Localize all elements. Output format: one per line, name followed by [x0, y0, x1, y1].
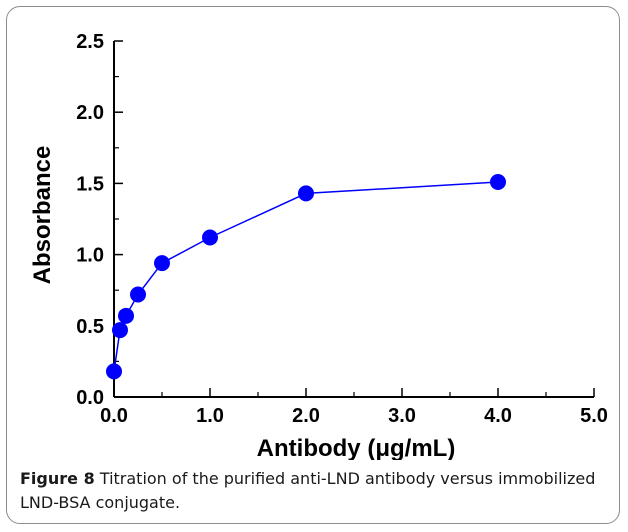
x-tick-label: 5.0 — [580, 405, 608, 427]
x-tick-label: 4.0 — [484, 405, 512, 427]
x-tick-label: 2.0 — [292, 405, 320, 427]
y-tick-label: 0.5 — [76, 316, 104, 338]
y-axis-label: Absorbance — [29, 146, 56, 285]
y-tick-label: 1.0 — [76, 245, 104, 267]
chart: 0.0 1.0 2.0 3.0 4.0 5.0 0.0 0.5 1.0 1.5 2.0 2.5 Ant… — [29, 31, 608, 460]
figure-caption: Figure 8 Titration of the purified anti-… — [20, 467, 610, 515]
x-tick-label: 0.0 — [100, 405, 128, 427]
y-tick-label: 1.5 — [76, 173, 104, 195]
caption-label: Figure 8 — [20, 469, 95, 488]
figure-frame — [6, 6, 620, 524]
y-tick-label: 0.0 — [76, 387, 104, 409]
y-tick-label: 2.0 — [76, 102, 104, 124]
data-point — [106, 363, 122, 380]
data-point — [118, 307, 134, 324]
data-point — [154, 255, 170, 272]
x-tick-label: 3.0 — [388, 405, 416, 427]
caption-text: Titration of the purified anti-LND antib… — [20, 469, 596, 512]
x-tick-label: 1.0 — [196, 405, 224, 427]
data-point — [298, 185, 314, 202]
plot-axes — [113, 41, 594, 398]
data-point — [112, 322, 128, 339]
data-point — [490, 173, 506, 190]
data-point — [202, 229, 218, 246]
y-tick-label: 2.5 — [76, 31, 104, 53]
series-line — [113, 181, 499, 372]
x-axis-label: Antibody (μg/mL) — [257, 435, 456, 460]
data-point — [130, 286, 146, 303]
data-series — [106, 173, 506, 380]
axis-ticks: 0.0 1.0 2.0 3.0 4.0 5.0 0.0 0.5 1.0 1.5 2.0 2.5 — [76, 31, 608, 427]
